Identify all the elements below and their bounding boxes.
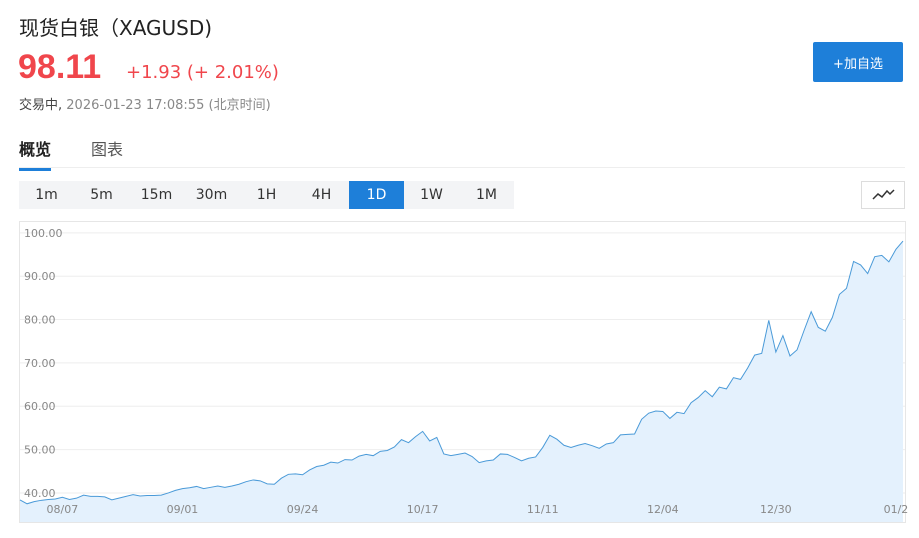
x-tick-label: 01/2 — [884, 503, 909, 516]
change-pct: (+ 2.01%) — [186, 62, 279, 83]
price: 98.11 — [18, 48, 102, 86]
change: +1.93 (+ 2.01%) — [126, 62, 279, 83]
y-tick-label: 60.00 — [24, 400, 56, 413]
area-fill — [20, 241, 903, 522]
period-button[interactable]: 5m — [90, 187, 113, 203]
y-tick-label: 70.00 — [24, 357, 56, 370]
separator — [19, 167, 905, 168]
period-button[interactable]: 1H — [256, 187, 277, 203]
y-tick-label: 100.00 — [24, 227, 63, 240]
y-tick-label: 40.00 — [24, 487, 56, 500]
x-tick-label: 09/01 — [167, 503, 199, 516]
price-line — [19, 240, 904, 505]
period-button[interactable]: 1M — [476, 187, 497, 203]
tabs: 概览 图表 — [19, 136, 123, 171]
tab[interactable]: 概览 — [19, 136, 52, 171]
x-tick-label: 09/24 — [287, 503, 319, 516]
add-watchlist-button[interactable]: +加自选 — [813, 42, 903, 82]
period-selector: 1m 5m 15m 30m 1H 4H 1D 1W 1M — [19, 181, 514, 209]
chart-frame — [19, 221, 906, 523]
x-tick-label: 11/11 — [527, 503, 559, 516]
period-button[interactable]: 1m — [35, 187, 58, 203]
period-button[interactable]: 30m — [195, 187, 228, 203]
y-tick-label: 90.00 — [24, 270, 56, 283]
period-button[interactable]: 1D — [349, 181, 404, 209]
period-button[interactable]: 1W — [420, 187, 443, 203]
tab[interactable]: 图表 — [91, 140, 124, 159]
time: 2026-01-23 17:08:55 — [66, 98, 205, 113]
x-tick-label: 08/07 — [47, 503, 79, 516]
title: 现货白银（XAGUSD) — [19, 16, 213, 40]
status: 交易中, 2026-01-23 17:08:55 (北京时间) — [19, 94, 271, 113]
chart-type-button[interactable] — [861, 181, 905, 209]
change-value: +1.93 — [126, 62, 182, 83]
y-tick-label: 80.00 — [24, 314, 56, 327]
x-tick-label: 10/17 — [407, 503, 439, 516]
chart-type-icon — [872, 189, 895, 200]
period-button[interactable]: 15m — [140, 187, 173, 203]
x-tick-label: 12/30 — [760, 503, 792, 516]
y-tick-label: 50.00 — [24, 444, 56, 457]
trade-status: 交易中, — [19, 98, 63, 113]
timezone: (北京时间) — [208, 98, 271, 113]
period-button[interactable]: 4H — [311, 187, 332, 203]
x-tick-label: 12/04 — [647, 503, 679, 516]
